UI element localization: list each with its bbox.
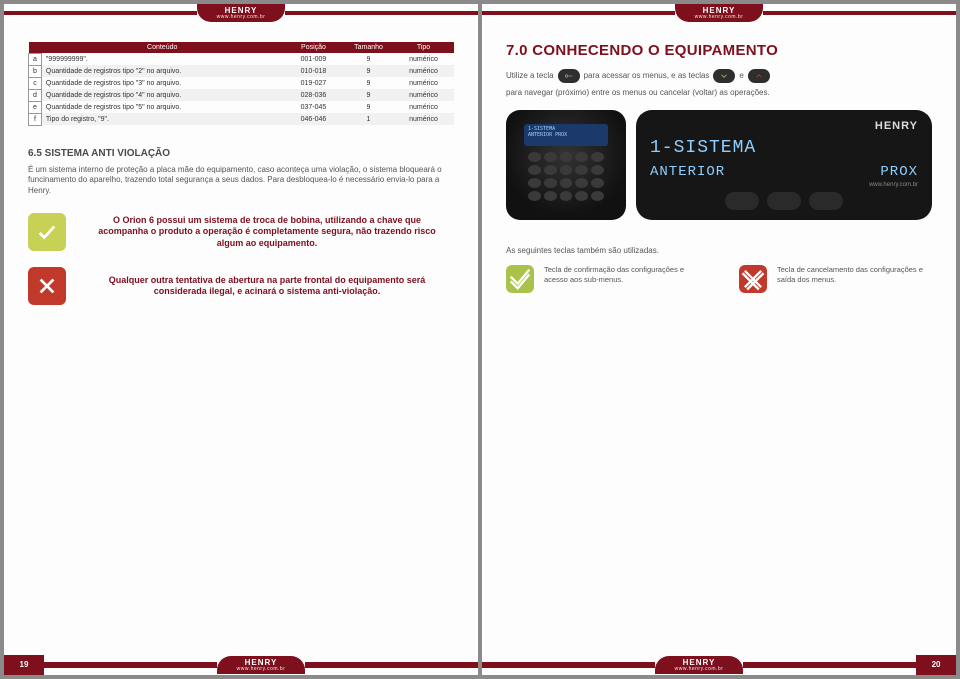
page-number: 20 <box>916 655 956 675</box>
brand-logo-footer: HENRYwww.henry.com.br <box>655 656 744 674</box>
section-heading: 6.5 SISTEMA ANTI VIOLAÇÃO <box>28 148 454 159</box>
keys-info-label: As seguintes teclas também são utilizada… <box>506 246 932 255</box>
table-row: cQuantidade de registros tipo "3" no arq… <box>29 77 454 89</box>
th-content: Conteúdo <box>41 42 283 53</box>
cancel-key-desc: Tecla de cancelamento das configurações … <box>739 265 932 293</box>
callout-bad: Qualquer outra tentativa de abertura na … <box>28 267 454 305</box>
table-row: eQuantidade de registros tipo "5" no arq… <box>29 101 454 113</box>
brand-logo-footer: HENRYwww.henry.com.br <box>217 656 306 674</box>
header-rule: HENRYwww.henry.com.br <box>482 4 956 22</box>
confirm-key-desc: Tecla de confirmação das configurações e… <box>506 265 699 293</box>
callout-ok-text: O Orion 6 possui um sistema de troca de … <box>80 215 454 249</box>
up-key-icon <box>748 69 770 83</box>
page-right: HENRYwww.henry.com.br 7.0 CONHECENDO O E… <box>482 4 956 675</box>
check-icon <box>28 213 66 251</box>
lcd-line2: ANTERIOR <box>650 164 725 180</box>
lcd-right: PROX <box>880 164 918 180</box>
th-size: Tamanho <box>344 42 394 53</box>
table-row: bQuantidade de registros tipo "2" no arq… <box>29 65 454 77</box>
th-position: Posição <box>284 42 344 53</box>
chapter-title: 7.0 CONHECENDO O EQUIPAMENTO <box>506 42 932 59</box>
keys-row: Tecla de confirmação das configurações e… <box>506 265 932 293</box>
callout-ok: O Orion 6 possui um sistema de troca de … <box>28 213 454 251</box>
intro-text: Utilize a tecla para acessar os menus, e… <box>506 69 932 98</box>
device-brand: HENRY <box>650 120 918 132</box>
callout-bad-text: Qualquer outra tentativa de abertura na … <box>80 275 454 298</box>
table-row: a"999999999".001-0099numérico <box>29 53 454 65</box>
confirm-key-icon <box>506 265 534 293</box>
cross-icon <box>28 267 66 305</box>
device-illustration: 1-SISTEMA ANTERIOR PROX HENRY 1-SISTEMA … <box>506 110 932 220</box>
footer-right: HENRYwww.henry.com.br 20 <box>482 655 956 675</box>
th-type: Tipo <box>394 42 454 53</box>
device-large: HENRY 1-SISTEMA ANTERIOR PROX www.henry.… <box>636 110 932 220</box>
menu-key-icon <box>558 69 580 83</box>
brand-logo: HENRYwww.henry.com.br <box>197 4 286 22</box>
down-key-icon <box>713 69 735 83</box>
device-small: 1-SISTEMA ANTERIOR PROX <box>506 110 626 220</box>
table-row: dQuantidade de registros tipo "4" no arq… <box>29 89 454 101</box>
header-rule: HENRYwww.henry.com.br <box>4 4 478 22</box>
section-body: É um sistema interno de proteção a placa… <box>28 165 454 197</box>
lcd-line1: 1-SISTEMA <box>650 138 756 158</box>
page-number: 19 <box>4 655 44 675</box>
table-row: fTipo do registro, "9".046-0461numérico <box>29 113 454 125</box>
page-left: HENRYwww.henry.com.br Conteúdo Posição T… <box>4 4 478 675</box>
brand-logo: HENRYwww.henry.com.br <box>675 4 764 22</box>
record-table: Conteúdo Posição Tamanho Tipo a"99999999… <box>28 42 454 126</box>
footer-left: 19 HENRYwww.henry.com.br <box>4 655 478 675</box>
cancel-key-icon <box>739 265 767 293</box>
